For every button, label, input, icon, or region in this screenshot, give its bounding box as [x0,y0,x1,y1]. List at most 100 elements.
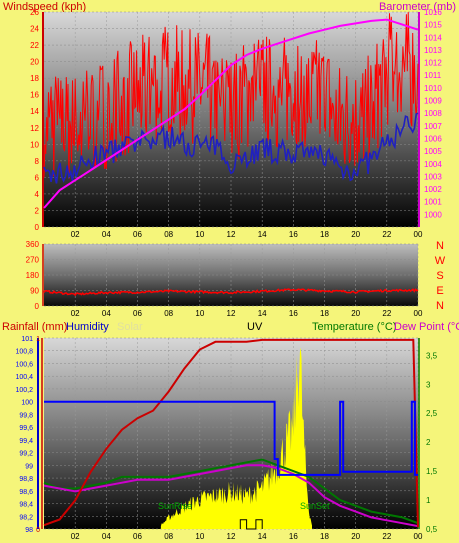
rain-y-tick: 0 [36,527,40,534]
x-tick-label: 16 [289,309,298,318]
humidity-y-tick: 98,8 [19,476,33,483]
wind-y-tick: 14 [30,107,39,116]
humidity-y-tick: 101 [21,336,33,343]
barometer-y-tick: 1014 [424,33,442,42]
wind-y-tick: 0 [35,223,40,232]
direction-plot-area [44,244,418,306]
wind-y-tick: 8 [35,157,40,166]
humidity-label: Humidity [66,321,109,333]
rain-x-ticks: 02 04 06 08 10 12 14 16 18 20 22 00 [71,532,423,541]
barometer-y-tick: 1016 [424,8,442,17]
direction-y-tick: 270 [26,256,40,265]
uv-label: UV [247,321,263,333]
x-tick-label: 18 [320,532,329,541]
direction-x-ticks: 02 04 06 08 10 12 14 16 18 20 22 00 [71,309,423,318]
barometer-y-tick: 1008 [424,109,442,118]
wind-series [43,12,419,209]
wind-y-tick: 12 [30,124,39,133]
humidity-y-tick: 98,4 [19,502,33,509]
humidity-y-tick: 98,2 [19,514,33,521]
x-tick-label: 00 [414,532,423,541]
wind-y-tick: 6 [35,173,40,182]
wind-y-tick: 26 [30,8,39,17]
series-average-line [43,112,419,184]
direction-series [43,288,419,297]
barometer-y-tick: 1006 [424,134,442,143]
rain-plot-area [44,338,418,529]
x-tick-label: 12 [227,309,236,318]
x-tick-label: 20 [351,309,360,318]
barometer-y-tick: 1003 [424,172,442,181]
direction-y-tick: 0 [35,302,40,311]
wind-y-tick: 20 [30,58,39,67]
wind-y-tick: 16 [30,91,39,100]
x-tick-label: 04 [102,230,111,239]
x-tick-label: 14 [258,309,267,318]
temperature-y-tick: 1 [426,496,431,505]
wind-y-tick: 22 [30,41,39,50]
windspeed-label: Windspeed (kph) [3,1,86,13]
sunset-label: SunSet [300,501,330,511]
barometer-y-tick: 1000 [424,210,442,219]
humidity-y-tick: 98 [25,527,33,534]
humidity-y-tick: 100,8 [15,349,33,356]
compass-label: S [436,270,443,282]
barometer-y-tick: 1012 [424,59,442,68]
wind-y-tick: 18 [30,74,39,83]
wind-y-tick: 2 [35,206,40,215]
x-tick-label: 06 [133,230,142,239]
series-temperature-line [43,458,419,525]
barometer-y-tick: 1002 [424,185,442,194]
series-barometer-line [43,18,419,209]
temperature-y-ticks: 0,5 1 1,5 2 2,5 3 3,5 [426,351,438,534]
sunrise-label: SunRise [158,501,192,511]
x-tick-label: 20 [351,230,360,239]
humidity-y-tick: 98,6 [19,489,33,496]
x-tick-label: 10 [195,532,204,541]
direction-y-tick: 90 [30,287,39,296]
temperature-y-tick: 3,5 [426,351,438,360]
humidity-y-ticks: 98 98,2 98,4 98,6 98,8 99 99,2 99,4 99,6 99,8 100 1… [15,336,33,534]
x-tick-label: 20 [351,532,360,541]
solar-label: Solar [117,321,143,333]
series-gust-line [43,12,419,179]
x-tick-label: 10 [195,309,204,318]
series-uv-line [239,519,263,530]
x-tick-label: 16 [289,532,298,541]
humidity-y-tick: 99,4 [19,438,33,445]
barometer-y-tick: 1007 [424,122,442,131]
temperature-y-tick: 3 [426,380,431,389]
x-tick-label: 14 [258,532,267,541]
barometer-y-tick: 1009 [424,97,442,106]
barometer-label: Barometer (mb) [379,1,456,13]
humidity-y-tick: 99 [25,463,33,470]
x-tick-label: 00 [414,309,423,318]
x-tick-label: 04 [102,309,111,318]
dew-point-label: Dew Point (°C) [394,321,459,333]
temperature-label: Temperature (°C) [312,321,396,333]
humidity-y-tick: 99,2 [19,451,33,458]
x-tick-label: 12 [227,532,236,541]
barometer-y-tick: 1001 [424,198,442,207]
wind-y-tick: 4 [35,190,40,199]
barometer-y-tick: 1005 [424,147,442,156]
x-tick-label: 06 [133,309,142,318]
x-tick-label: 18 [320,309,329,318]
direction-y-tick: 180 [26,271,40,280]
barometer-y-tick: 1015 [424,21,442,30]
temperature-y-tick: 0,5 [426,525,438,534]
direction-y-tick: 360 [26,240,40,249]
temperature-y-tick: 2 [426,438,431,447]
x-tick-label: 18 [320,230,329,239]
barometer-y-tick: 1013 [424,46,442,55]
barometer-y-tick: 1011 [424,71,442,80]
humidity-y-tick: 99,8 [19,412,33,419]
barometer-y-tick: 1004 [424,160,442,169]
temperature-y-tick: 2,5 [426,409,438,418]
x-tick-label: 02 [71,230,80,239]
humidity-y-tick: 99,6 [19,425,33,432]
humidity-y-tick: 100,6 [15,361,33,368]
